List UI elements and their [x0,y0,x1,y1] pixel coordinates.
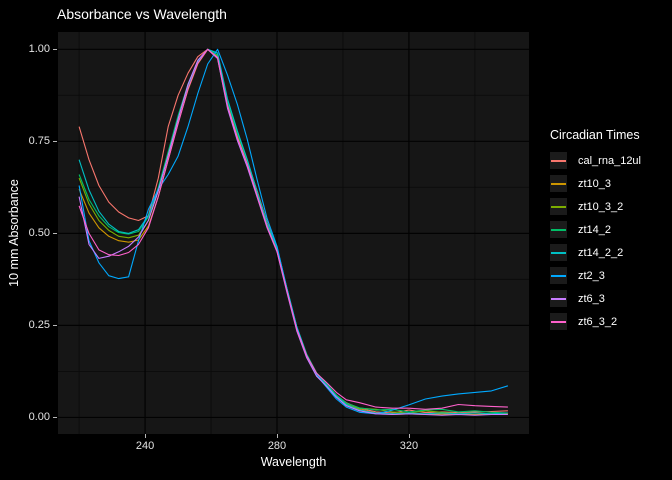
legend-key-swatch [550,267,567,284]
x-tick-mark [145,434,147,438]
legend-key-line [551,160,566,162]
legend-label: zt6_3 [578,292,605,305]
legend-item-zt2_3: zt2_3 [550,267,641,284]
legend-item-zt6_3_2: zt6_3_2 [550,313,641,330]
series-line-zt2_3 [78,48,509,415]
chart-lines-svg [58,32,529,434]
legend-key-swatch [550,152,567,169]
legend-item-cal_rna_12ul: cal_rna_12ul [550,152,641,169]
y-tick-label: 1.00 [28,43,50,56]
legend-item-zt14_2: zt14_2 [550,221,641,238]
x-tick-label: 320 [399,440,419,452]
series-line-zt10_3 [78,48,508,416]
legend-label: zt6_3_2 [578,315,618,328]
chart-title: Absorbance vs Wavelength [57,6,227,22]
legend-key-swatch [550,244,567,261]
legend-key-line [551,298,566,300]
plot-panel [58,32,529,434]
y-tick-mark [53,141,57,143]
series-line-zt14_2_2 [78,48,508,415]
y-tick-mark [53,233,57,235]
y-tick-label: 0.75 [28,135,50,148]
legend-label: zt14_2_2 [578,246,624,259]
y-tick-label: 0.25 [28,319,50,332]
legend-label: zt10_3_2 [578,200,624,213]
legend-item-zt10_3_2: zt10_3_2 [550,198,641,215]
y-tick-mark [53,325,57,327]
y-tick-mark [53,417,57,419]
legend: Circadian Times cal_rna_12ul zt10_3 zt10_3… [550,128,641,336]
series-line-zt6_3_2 [78,48,508,410]
legend-items: cal_rna_12ul zt10_3 zt10_3_2 zt14_2 zt14_2_2… [550,152,641,330]
legend-item-zt14_2_2: zt14_2_2 [550,244,641,261]
legend-key-line [551,183,566,185]
legend-key-swatch [550,290,567,307]
legend-key-line [551,206,566,208]
x-tick-mark [408,434,410,438]
legend-label: zt10_3 [578,177,612,190]
legend-label: cal_rna_12ul [578,154,641,167]
legend-key-line [551,252,566,254]
x-tick-label: 240 [135,440,155,452]
legend-key-line [551,275,566,277]
x-tick-label: 280 [267,440,287,452]
x-axis-title: Wavelength [260,455,327,469]
y-tick-label: 0.50 [28,227,50,240]
legend-item-zt10_3: zt10_3 [550,175,641,192]
series-line-zt14_2 [78,48,508,414]
series-line-cal_rna_12ul [78,48,508,414]
legend-key-swatch [550,198,567,215]
y-tick-mark [53,49,57,51]
y-tick-label: 0.00 [28,411,50,424]
series-line-zt10_3_2 [78,48,508,415]
legend-label: zt2_3 [578,269,605,282]
legend-key-swatch [550,221,567,238]
legend-item-zt6_3: zt6_3 [550,290,641,307]
legend-label: zt14_2 [578,223,612,236]
legend-key-line [551,321,566,323]
legend-key-line [551,229,566,231]
x-tick-mark [277,434,278,438]
legend-key-swatch [550,175,567,192]
legend-key-swatch [550,313,567,330]
legend-title: Circadian Times [550,128,640,142]
